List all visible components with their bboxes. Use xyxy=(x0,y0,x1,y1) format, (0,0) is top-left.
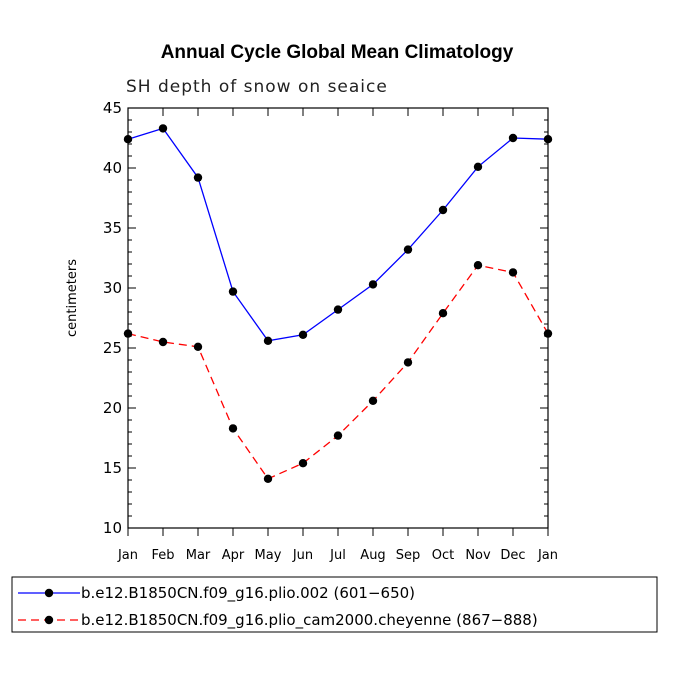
chart-subtitle: SH depth of snow on seaice xyxy=(126,77,388,97)
x-tick-label: Jul xyxy=(329,548,346,563)
x-tick-label: Aug xyxy=(360,548,385,563)
series-1-point xyxy=(228,287,238,296)
series-1-point xyxy=(368,280,378,289)
series-layer xyxy=(123,124,553,483)
series-line-2 xyxy=(127,264,549,480)
legend-box xyxy=(11,576,658,633)
y-tick-label: 20 xyxy=(103,399,122,417)
series-1-point xyxy=(403,245,413,254)
legend-marker-1 xyxy=(44,588,54,598)
series-2-point xyxy=(403,358,413,367)
x-tick-label: Oct xyxy=(432,548,454,563)
series-1-point xyxy=(193,173,203,182)
series-2-point xyxy=(473,261,483,270)
y-axis-label: centimeters xyxy=(65,259,80,337)
x-tick-label: May xyxy=(255,548,282,563)
x-tick-label: Nov xyxy=(465,548,491,563)
series-2-point xyxy=(368,396,378,405)
x-tick-label: Jun xyxy=(292,548,313,563)
series-1-point xyxy=(263,336,273,345)
series-2-point xyxy=(228,424,238,433)
series-2-point xyxy=(333,431,343,440)
x-tick-label: Jan xyxy=(117,548,138,563)
series-2-point xyxy=(298,459,308,468)
legend-label-1: b.e12.B1850CN.f09_g16.plio.002 (601−650) xyxy=(81,584,415,603)
x-tick-label: Apr xyxy=(222,548,245,563)
x-tick-label: Sep xyxy=(396,548,421,563)
series-2-point xyxy=(263,474,273,483)
series-1-point xyxy=(158,124,168,133)
series-2-point xyxy=(158,337,168,347)
x-tick-label: Jan xyxy=(537,548,558,563)
x-tick-label: Feb xyxy=(151,548,174,563)
series-2-point xyxy=(508,268,518,277)
y-tick-label: 25 xyxy=(103,339,122,357)
plot-frame xyxy=(127,107,549,529)
series-1-point xyxy=(333,305,343,314)
y-tick-label: 45 xyxy=(103,99,122,117)
chart-title: Annual Cycle Global Mean Climatology xyxy=(161,42,514,63)
series-1-point xyxy=(473,162,483,171)
series-2-point xyxy=(438,309,448,318)
legend-label-2: b.e12.B1850CN.f09_g16.plio_cam2000.cheye… xyxy=(81,611,538,630)
y-tick-label: 40 xyxy=(103,159,122,177)
y-tick-label: 30 xyxy=(103,279,122,297)
y-tick-label: 10 xyxy=(103,519,122,537)
x-tick-label: Mar xyxy=(186,548,211,563)
series-2-point xyxy=(193,342,203,351)
legend-marker-2 xyxy=(44,615,54,625)
series-1-point xyxy=(438,205,448,215)
y-tick-label: 35 xyxy=(103,219,122,237)
series-1-point xyxy=(298,330,308,339)
y-tick-label: 15 xyxy=(103,459,122,477)
legend: b.e12.B1850CN.f09_g16.plio.002 (601−650)… xyxy=(18,584,538,630)
x-tick-label: Dec xyxy=(500,548,525,563)
axes: 10 15 20 25 30 35 40 45 Jan Feb Mar Apr May Jun Jul Aug… xyxy=(103,99,558,563)
series-1-point xyxy=(508,133,518,143)
